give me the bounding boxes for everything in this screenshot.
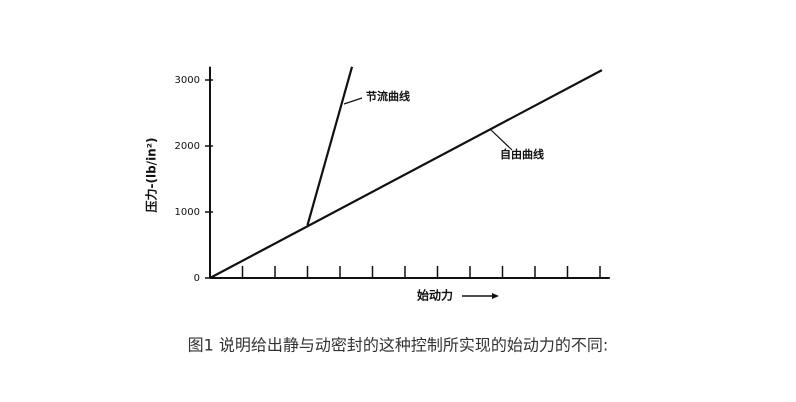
annotation-leader <box>343 97 363 105</box>
x-axis-label: 始动力 <box>417 288 453 303</box>
x-label-arrow <box>462 293 499 299</box>
data-line <box>306 66 354 226</box>
y-tick-label: 0 <box>194 273 200 284</box>
y-axis-label: 压力-(lb/in²) <box>144 138 159 213</box>
caption: 图1 说明给出静与动密封的这种控制所实现的始动力的不同: <box>188 336 609 355</box>
data-line <box>209 69 603 279</box>
annotation-leader <box>489 128 513 151</box>
y-tick-label: 1000 <box>175 207 200 218</box>
series-label: 节流曲线 <box>366 89 410 103</box>
series-label: 自由曲线 <box>500 147 544 161</box>
y-tick-label: 2000 <box>175 141 200 152</box>
y-tick-label: 3000 <box>175 75 200 86</box>
